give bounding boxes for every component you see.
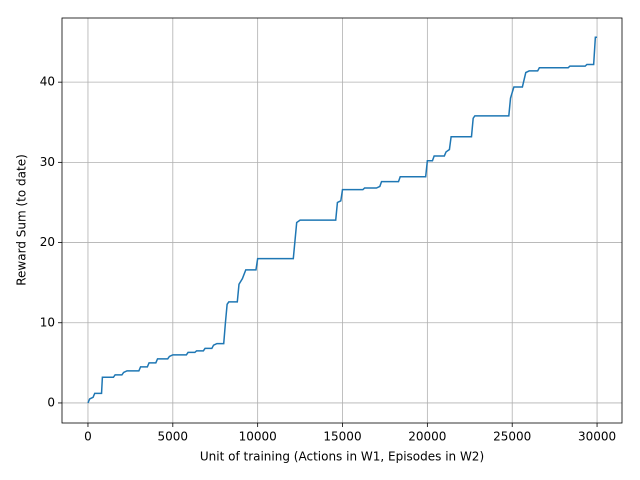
x-tick-label: 30000	[578, 430, 616, 444]
x-tick-label: 5000	[158, 430, 189, 444]
y-tick-label: 10	[40, 315, 55, 329]
x-tick-label: 15000	[323, 430, 361, 444]
y-axis-label: Reward Sum (to date)	[15, 154, 29, 286]
y-tick-label: 30	[40, 155, 55, 169]
y-tick-label: 0	[47, 395, 55, 409]
x-axis-label: Unit of training (Actions in W1, Episode…	[200, 450, 484, 464]
plot-frame	[61, 17, 623, 424]
line-series	[87, 36, 598, 404]
y-tick-label: 20	[40, 235, 55, 249]
y-tick-label: 40	[40, 75, 55, 89]
x-tick-label: 0	[84, 430, 92, 444]
x-tick-label: 10000	[239, 430, 277, 444]
x-tick-label: 20000	[408, 430, 446, 444]
x-tick-label: 25000	[493, 430, 531, 444]
